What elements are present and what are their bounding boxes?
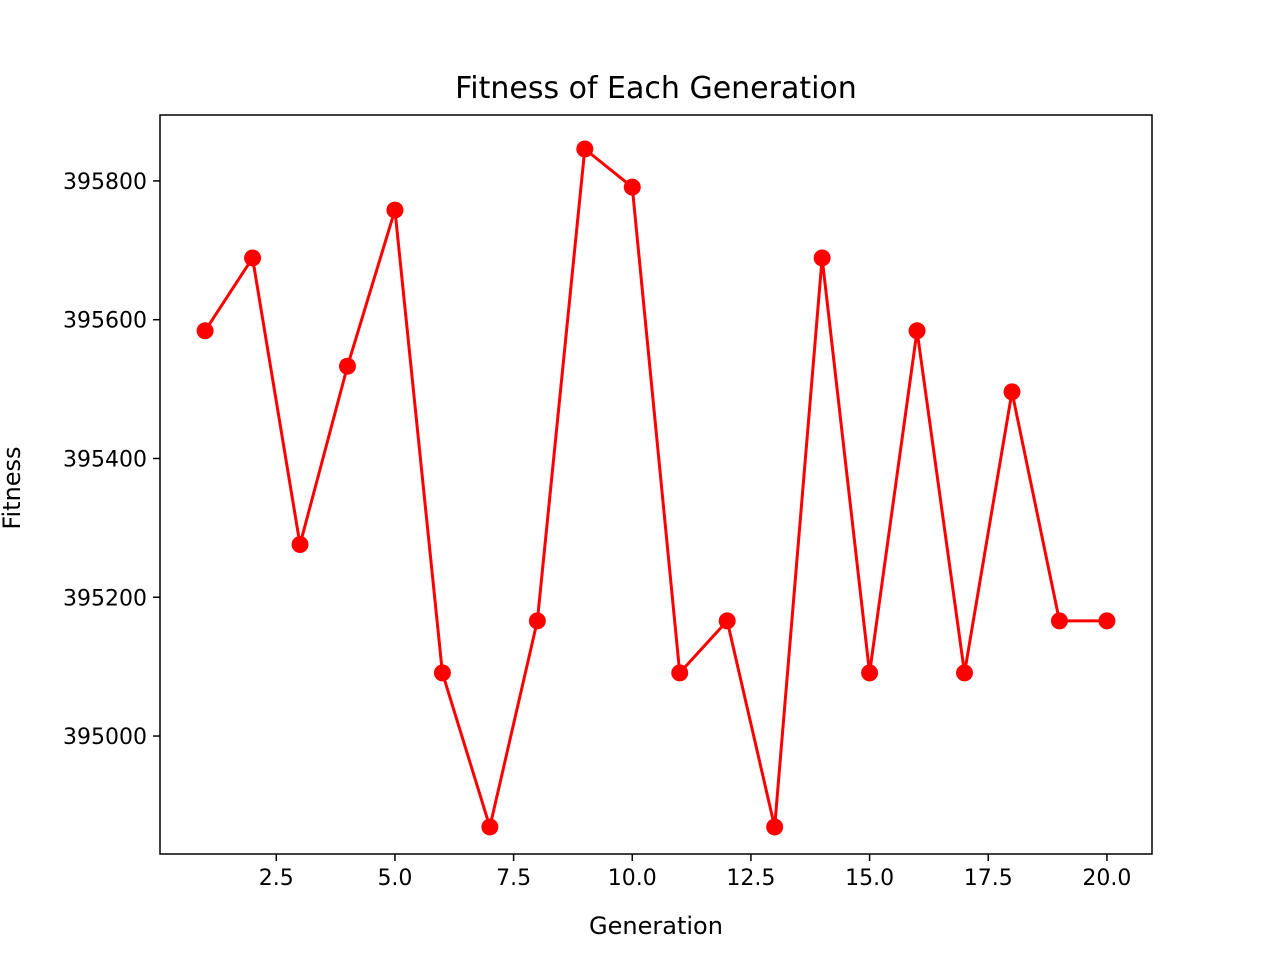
data-point [433,664,451,682]
plot-frame [159,114,1153,855]
chart-title: Fitness of Each Generation [455,71,857,106]
data-point [718,612,736,630]
data-point [1003,383,1021,401]
data-point [244,249,262,267]
data-point [481,818,499,836]
x-tick-label: 17.5 [964,866,1013,891]
y-tick-label: 395000 [63,725,147,750]
data-point [671,664,689,682]
y-axis-label: Fitness [0,446,26,529]
data-point [386,201,404,219]
data-point [576,140,594,158]
data-point [1050,612,1068,630]
x-tick-label: 12.5 [726,866,775,891]
x-tick-label: 2.5 [259,866,294,891]
y-tick-label: 395200 [63,586,147,611]
x-tick-label: 15.0 [845,866,894,891]
x-tick-label: 7.5 [496,866,531,891]
x-axis-label: Generation [589,912,723,940]
data-point [338,357,356,375]
y-tick-label: 395400 [63,447,147,472]
plot-area [196,140,1116,836]
data-point [291,536,309,554]
y-tick-label: 395800 [63,170,147,195]
data-point [196,322,214,340]
data-point [1098,612,1116,630]
data-point [813,249,831,267]
data-point [861,664,879,682]
y-axis: 395000 395200 395400 395600 395800 [63,170,160,750]
x-tick-label: 5.0 [377,866,412,891]
data-point [528,612,546,630]
x-tick-label: 10.0 [608,866,657,891]
data-point [908,322,926,340]
x-axis: 2.5 5.0 7.5 10.0 12.5 15.0 17.5 20.0 [259,854,1131,891]
x-tick-label: 20.0 [1082,866,1131,891]
series-line [203,147,1107,829]
data-point [956,664,974,682]
data-point [766,818,784,836]
y-tick-label: 395600 [63,309,147,334]
data-point [623,178,641,196]
